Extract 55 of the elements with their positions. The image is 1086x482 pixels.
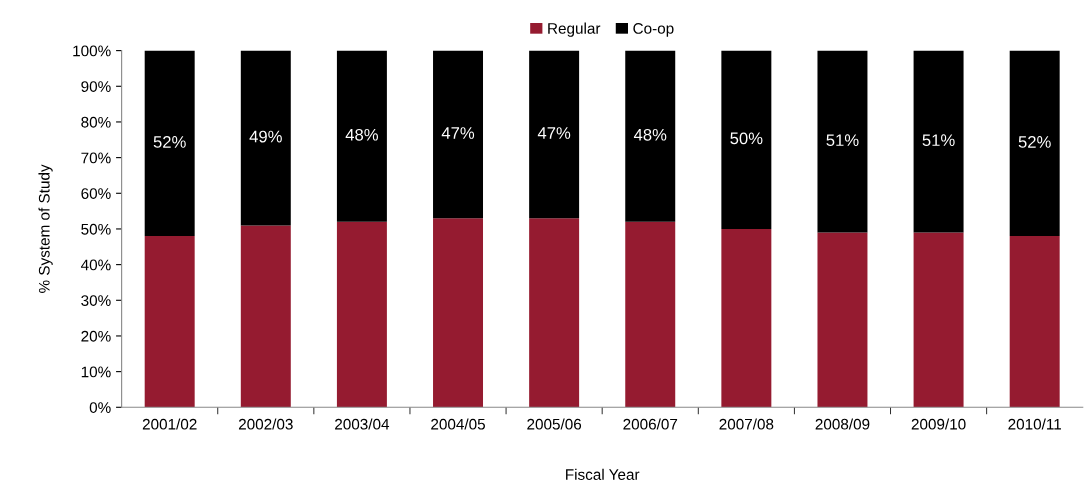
x-tick-label: 2007/08 <box>719 418 774 430</box>
y-tick-label: 10% <box>81 366 111 378</box>
y-tick-label: 0% <box>89 402 111 413</box>
y-tick-label: 50% <box>81 223 111 235</box>
y-tick-label: 100% <box>73 45 111 57</box>
y-tick-label: 20% <box>81 330 111 342</box>
bar <box>625 50 676 222</box>
x-tick-label: 2003/04 <box>335 418 390 430</box>
bar <box>817 50 868 233</box>
y-tick-label: 60% <box>81 188 111 199</box>
bar <box>913 232 964 408</box>
data-label: 49% <box>249 130 282 143</box>
bar <box>1009 50 1060 237</box>
y-tick-label: 40% <box>80 259 111 271</box>
y-axis-title: % System of Study <box>38 164 53 293</box>
bar <box>529 50 580 219</box>
x-tick-label: 2001/02 <box>142 418 197 430</box>
bar <box>625 221 676 408</box>
x-tick-label: 2010/11 <box>1008 418 1061 430</box>
data-label: 51% <box>922 134 955 147</box>
x-axis-title: Fiscal Year <box>566 468 640 480</box>
legend-label: Co-op <box>633 23 674 37</box>
data-label: 47% <box>441 127 475 139</box>
x-tick-label: 2004/05 <box>431 418 485 430</box>
data-label: 52% <box>1018 136 1051 148</box>
bar <box>240 225 291 408</box>
bar <box>240 50 291 226</box>
bar <box>336 221 387 408</box>
x-tick-label: 2009/10 <box>911 418 966 430</box>
bar <box>529 218 580 408</box>
data-label: 51% <box>826 134 859 147</box>
bar <box>433 50 484 219</box>
y-tick-label: 80% <box>81 116 111 128</box>
data-label: 48% <box>345 128 378 141</box>
bar <box>817 232 868 408</box>
y-tick-label: 90% <box>81 81 111 92</box>
bar <box>721 228 772 408</box>
data-label: 52% <box>153 136 186 148</box>
bar <box>144 50 195 237</box>
data-label: 47% <box>537 127 571 139</box>
data-label: 48% <box>633 128 667 141</box>
bar <box>1009 236 1060 408</box>
x-tick-label: 2005/06 <box>527 418 582 430</box>
legend-label: Regular <box>548 22 601 37</box>
bar <box>433 218 484 408</box>
data-label: 50% <box>730 132 763 145</box>
bar <box>336 50 387 222</box>
x-tick-label: 2006/07 <box>623 418 678 430</box>
bar <box>721 50 772 229</box>
y-tick-label: 70% <box>81 152 111 164</box>
x-tick-label: 2002/03 <box>238 418 293 430</box>
bar <box>913 50 964 233</box>
y-tick-label: 30% <box>81 295 111 306</box>
x-tick-label: 2008/09 <box>815 418 870 430</box>
bar <box>144 236 195 408</box>
